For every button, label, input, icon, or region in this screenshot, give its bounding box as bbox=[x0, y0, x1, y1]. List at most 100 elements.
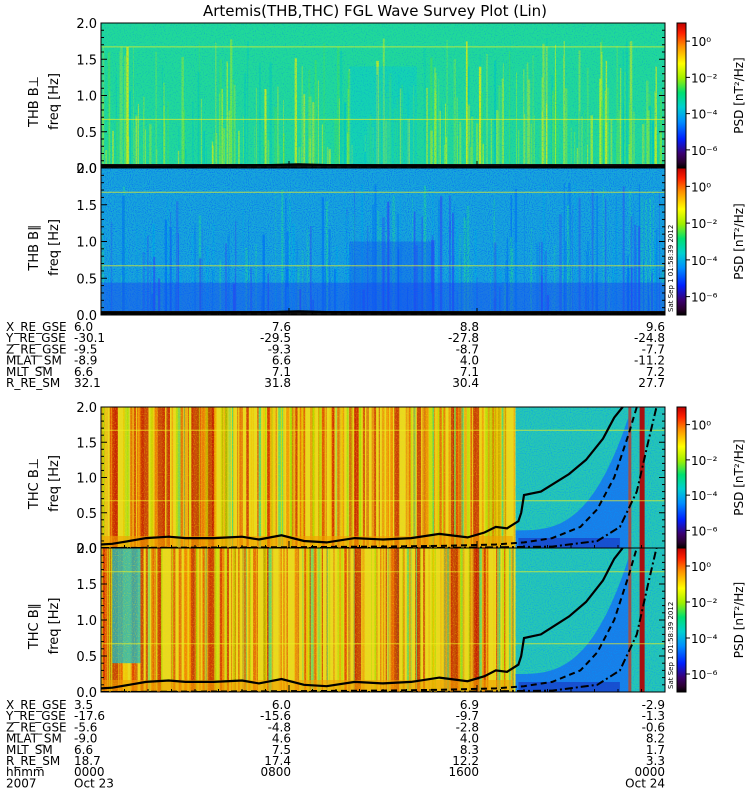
ephem-row-label: Z_RE_GSE bbox=[6, 342, 67, 356]
ephem-value: 12.2 bbox=[452, 754, 479, 768]
ephem-value: 32.1 bbox=[74, 376, 101, 390]
panel-thc-bpar: 0.0 0.5 1.0 1.5 2.0 THC B∥ freq [Hz] 10⁰ 10⁻² 10⁻… bbox=[27, 542, 746, 701]
ephem-value: -4.8 bbox=[268, 720, 291, 734]
ephem-value: -9.7 bbox=[456, 709, 479, 723]
ephem-value: -7.7 bbox=[642, 342, 665, 356]
colorbar-label: PSD [nT²/Hz] bbox=[732, 57, 746, 133]
panel-label: THC B∥ bbox=[27, 603, 42, 650]
ephemeris-tables: X_RE_GSE 6.0 7.6 8.8 9.6 Y_RE_GSE -30.1 -29.5 -2… bbox=[5, 320, 665, 790]
ephem-value: 6.6 bbox=[272, 354, 291, 368]
colorbar-tick-label: 10⁻⁴ bbox=[691, 489, 718, 503]
ephem-row-label: MLT_SM bbox=[6, 365, 53, 379]
ephem-value: 3.5 bbox=[74, 698, 93, 712]
y-axis-label: freq [Hz] bbox=[47, 73, 62, 130]
y-tick-label: 1.5 bbox=[76, 578, 97, 593]
y-axis-label: freq [Hz] bbox=[47, 598, 62, 655]
colorbar-tick-label: 10⁻² bbox=[691, 596, 718, 610]
colorbar bbox=[676, 22, 687, 169]
panel-label: THB B∥ bbox=[27, 224, 42, 271]
ephem-value: -15.6 bbox=[260, 709, 291, 723]
colorbar-tick-label: 10⁻⁶ bbox=[691, 144, 718, 158]
ephem-value: 7.2 bbox=[646, 365, 665, 379]
y-tick-label: 2.0 bbox=[76, 542, 97, 557]
colorbar-tick-label: 10⁻⁶ bbox=[691, 291, 718, 305]
colorbar-tick-label: 10⁻⁴ bbox=[691, 108, 718, 122]
colorbar-tick-label: 10⁰ bbox=[691, 560, 711, 574]
ephem-value: 7.6 bbox=[272, 320, 291, 334]
ephem-value: -17.6 bbox=[74, 709, 105, 723]
ephem-value: -5.6 bbox=[74, 720, 97, 734]
y-tick-label: 1.0 bbox=[76, 472, 97, 487]
ephem-value: -27.8 bbox=[448, 331, 479, 345]
ephem-value: -9.5 bbox=[74, 342, 97, 356]
ephem-value: 6.6 bbox=[74, 365, 93, 379]
series-line-solid bbox=[101, 407, 624, 546]
ephem-row-label: X_RE_GSE bbox=[6, 698, 67, 712]
ephem-value: -29.5 bbox=[260, 331, 291, 345]
ephem-value: 31.8 bbox=[264, 376, 291, 390]
y-tick-label: 0.0 bbox=[76, 686, 97, 701]
panel-label: THC B⊥ bbox=[27, 458, 42, 510]
ephem-value: 27.7 bbox=[638, 376, 665, 390]
ephem-value: 7.1 bbox=[460, 365, 479, 379]
ephem-value: 8.8 bbox=[460, 320, 479, 334]
y-tick-label: 0.5 bbox=[76, 650, 97, 665]
ephem-value: 6.0 bbox=[272, 698, 291, 712]
ephem-value: -8.7 bbox=[456, 342, 479, 356]
ephem-value: 9.6 bbox=[646, 320, 665, 334]
colorbar bbox=[676, 406, 687, 549]
colorbar-label: PSD [nT²/Hz] bbox=[732, 203, 746, 279]
ephem-value: 6.9 bbox=[460, 698, 479, 712]
ephem-value: -1.3 bbox=[642, 709, 665, 723]
panel-thc-bperp: 0.0 0.5 1.0 1.5 2.0 THC B⊥ freq [Hz] 10⁰ 10⁻² 10⁻… bbox=[27, 401, 746, 557]
y-tick-label: 2.0 bbox=[76, 17, 97, 32]
ephem-value: -2.9 bbox=[642, 698, 665, 712]
ephem-value: 0000 bbox=[634, 765, 665, 779]
ephem-row-label: MLT_SM bbox=[6, 743, 53, 757]
spectrogram-image bbox=[101, 548, 665, 692]
ephem-value: 1600 bbox=[448, 765, 479, 779]
colorbar-tick-label: 10⁻⁴ bbox=[691, 254, 718, 268]
panel-thb-bperp: 0.0 0.5 1.0 1.5 2.0 THB B⊥ freq [Hz] 10⁰ 10⁻² 10⁻… bbox=[27, 17, 746, 177]
ephem-value: 4.6 bbox=[272, 732, 291, 746]
chart-title: Artemis(THB,THC) FGL Wave Survey Plot (L… bbox=[203, 2, 547, 20]
spectrogram-image bbox=[101, 407, 665, 548]
y-tick-label: 0.5 bbox=[76, 126, 97, 141]
colorbar-label: PSD [nT²/Hz] bbox=[732, 582, 746, 658]
y-tick-label: 1.5 bbox=[76, 53, 97, 68]
y-axis-label: freq [Hz] bbox=[47, 219, 62, 276]
ephem-value: -2.8 bbox=[456, 720, 479, 734]
ephem-value: -9.3 bbox=[268, 342, 291, 356]
ephem-value: 0800 bbox=[260, 765, 291, 779]
ephem-value: 17.4 bbox=[264, 754, 291, 768]
ephem-value: 7.5 bbox=[272, 743, 291, 757]
spectrogram-image bbox=[101, 23, 665, 168]
y-tick-label: 0.0 bbox=[76, 309, 97, 324]
ephem-value: -24.8 bbox=[634, 331, 665, 345]
panel-thb-bpar: 0.0 0.5 1.0 1.5 2.0 THB B∥ freq [Hz] 10⁰ 10⁻² 10⁻… bbox=[27, 162, 746, 324]
ephem-row-label: Z_RE_GSE bbox=[6, 720, 67, 734]
ephem-value: 8.2 bbox=[646, 732, 665, 746]
colorbar bbox=[676, 167, 687, 316]
series-line-solid bbox=[101, 310, 665, 315]
ephem-value: 8.3 bbox=[460, 743, 479, 757]
colorbar-tick-label: 10⁰ bbox=[691, 180, 711, 194]
ephem-thb: X_RE_GSE 6.0 7.6 8.8 9.6 Y_RE_GSE -30.1 -29.5 -2… bbox=[5, 320, 665, 390]
ephem-row-label: MLAT_SM bbox=[6, 354, 62, 368]
colorbar-tick-label: 10⁻⁶ bbox=[691, 524, 718, 538]
ephem-value: 18.7 bbox=[74, 754, 101, 768]
ephem-value: Oct 23 bbox=[74, 776, 114, 790]
spectrogram-panels: 0.0 0.5 1.0 1.5 2.0 THB B⊥ freq [Hz] 10⁰ 10⁻² 10⁻… bbox=[27, 17, 746, 701]
ephem-value: -9.0 bbox=[74, 732, 97, 746]
y-tick-label: 1.5 bbox=[76, 199, 97, 214]
series-line-solid bbox=[101, 163, 665, 168]
panel-label: THB B⊥ bbox=[27, 76, 42, 128]
ephem-value: 6.0 bbox=[74, 320, 93, 334]
y-tick-label: 0.0 bbox=[76, 542, 97, 557]
ephem-row-label: Y_RE_GSE bbox=[5, 709, 66, 723]
y-tick-label: 0.5 bbox=[76, 272, 97, 287]
ephem-value: 7.1 bbox=[272, 365, 291, 379]
colorbar-tick-label: 10⁻² bbox=[691, 71, 718, 85]
colorbar-tick-label: 10⁰ bbox=[691, 35, 711, 49]
